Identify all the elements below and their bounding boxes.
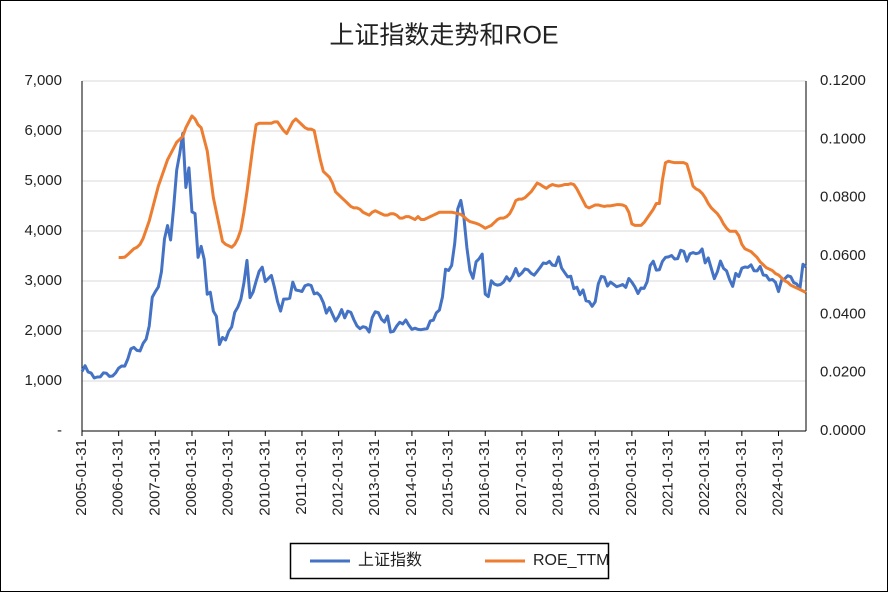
x-tick-label: 2007-01-31 xyxy=(146,439,163,516)
y2-tick-label: 0.1200 xyxy=(820,72,866,89)
y-tick-label: 1,000 xyxy=(24,372,62,389)
x-tick-label: 2006-01-31 xyxy=(110,439,127,516)
x-tick-label: 2012-01-31 xyxy=(330,439,347,516)
chart-title: 上证指数走势和ROE xyxy=(329,22,558,50)
y2-tick-label: 0.0400 xyxy=(820,305,866,322)
y2-tick-label: 0.0800 xyxy=(820,189,866,206)
y-tick-label: 6,000 xyxy=(24,122,62,139)
x-tick-label: 2023-01-31 xyxy=(733,439,750,516)
y2-tick-label: 0.0200 xyxy=(820,364,866,381)
x-tick-label: 2011-01-31 xyxy=(293,439,310,515)
legend-label: 上证指数 xyxy=(358,551,422,569)
x-tick-label: 2015-01-31 xyxy=(440,439,457,516)
x-tick-label: 2010-01-31 xyxy=(256,439,273,516)
x-tick-label: 2014-01-31 xyxy=(403,439,420,516)
x-tick-label: 2017-01-31 xyxy=(513,439,530,516)
series-line xyxy=(118,114,807,294)
series-line xyxy=(80,131,808,380)
x-tick-label: 2019-01-31 xyxy=(586,439,603,516)
y-tick-label: 3,000 xyxy=(24,272,62,289)
y-tick-label: 2,000 xyxy=(24,322,62,339)
x-tick-label: 2013-01-31 xyxy=(366,439,383,516)
y2-tick-label: 0.1000 xyxy=(820,130,866,147)
y-tick-label: - xyxy=(57,422,62,439)
y2-tick-label: 0.0600 xyxy=(820,247,866,264)
x-tick-label: 2005-01-31 xyxy=(73,439,90,516)
y-tick-label: 4,000 xyxy=(24,222,62,239)
x-tick-label: 2024-01-31 xyxy=(769,439,786,516)
y-tick-label: 7,000 xyxy=(24,72,62,89)
x-tick-label: 2016-01-31 xyxy=(476,439,493,516)
x-tick-label: 2008-01-31 xyxy=(183,439,200,516)
x-tick-label: 2021-01-31 xyxy=(660,439,677,516)
x-tick-label: 2009-01-31 xyxy=(220,439,237,516)
y-tick-label: 5,000 xyxy=(24,172,62,189)
x-tick-label: 2022-01-31 xyxy=(696,439,713,516)
x-tick-label: 2018-01-31 xyxy=(550,439,567,516)
legend-label: ROE_TTM xyxy=(533,552,609,569)
x-tick-label: 2020-01-31 xyxy=(623,439,640,516)
y2-tick-label: 0.0000 xyxy=(820,422,866,439)
